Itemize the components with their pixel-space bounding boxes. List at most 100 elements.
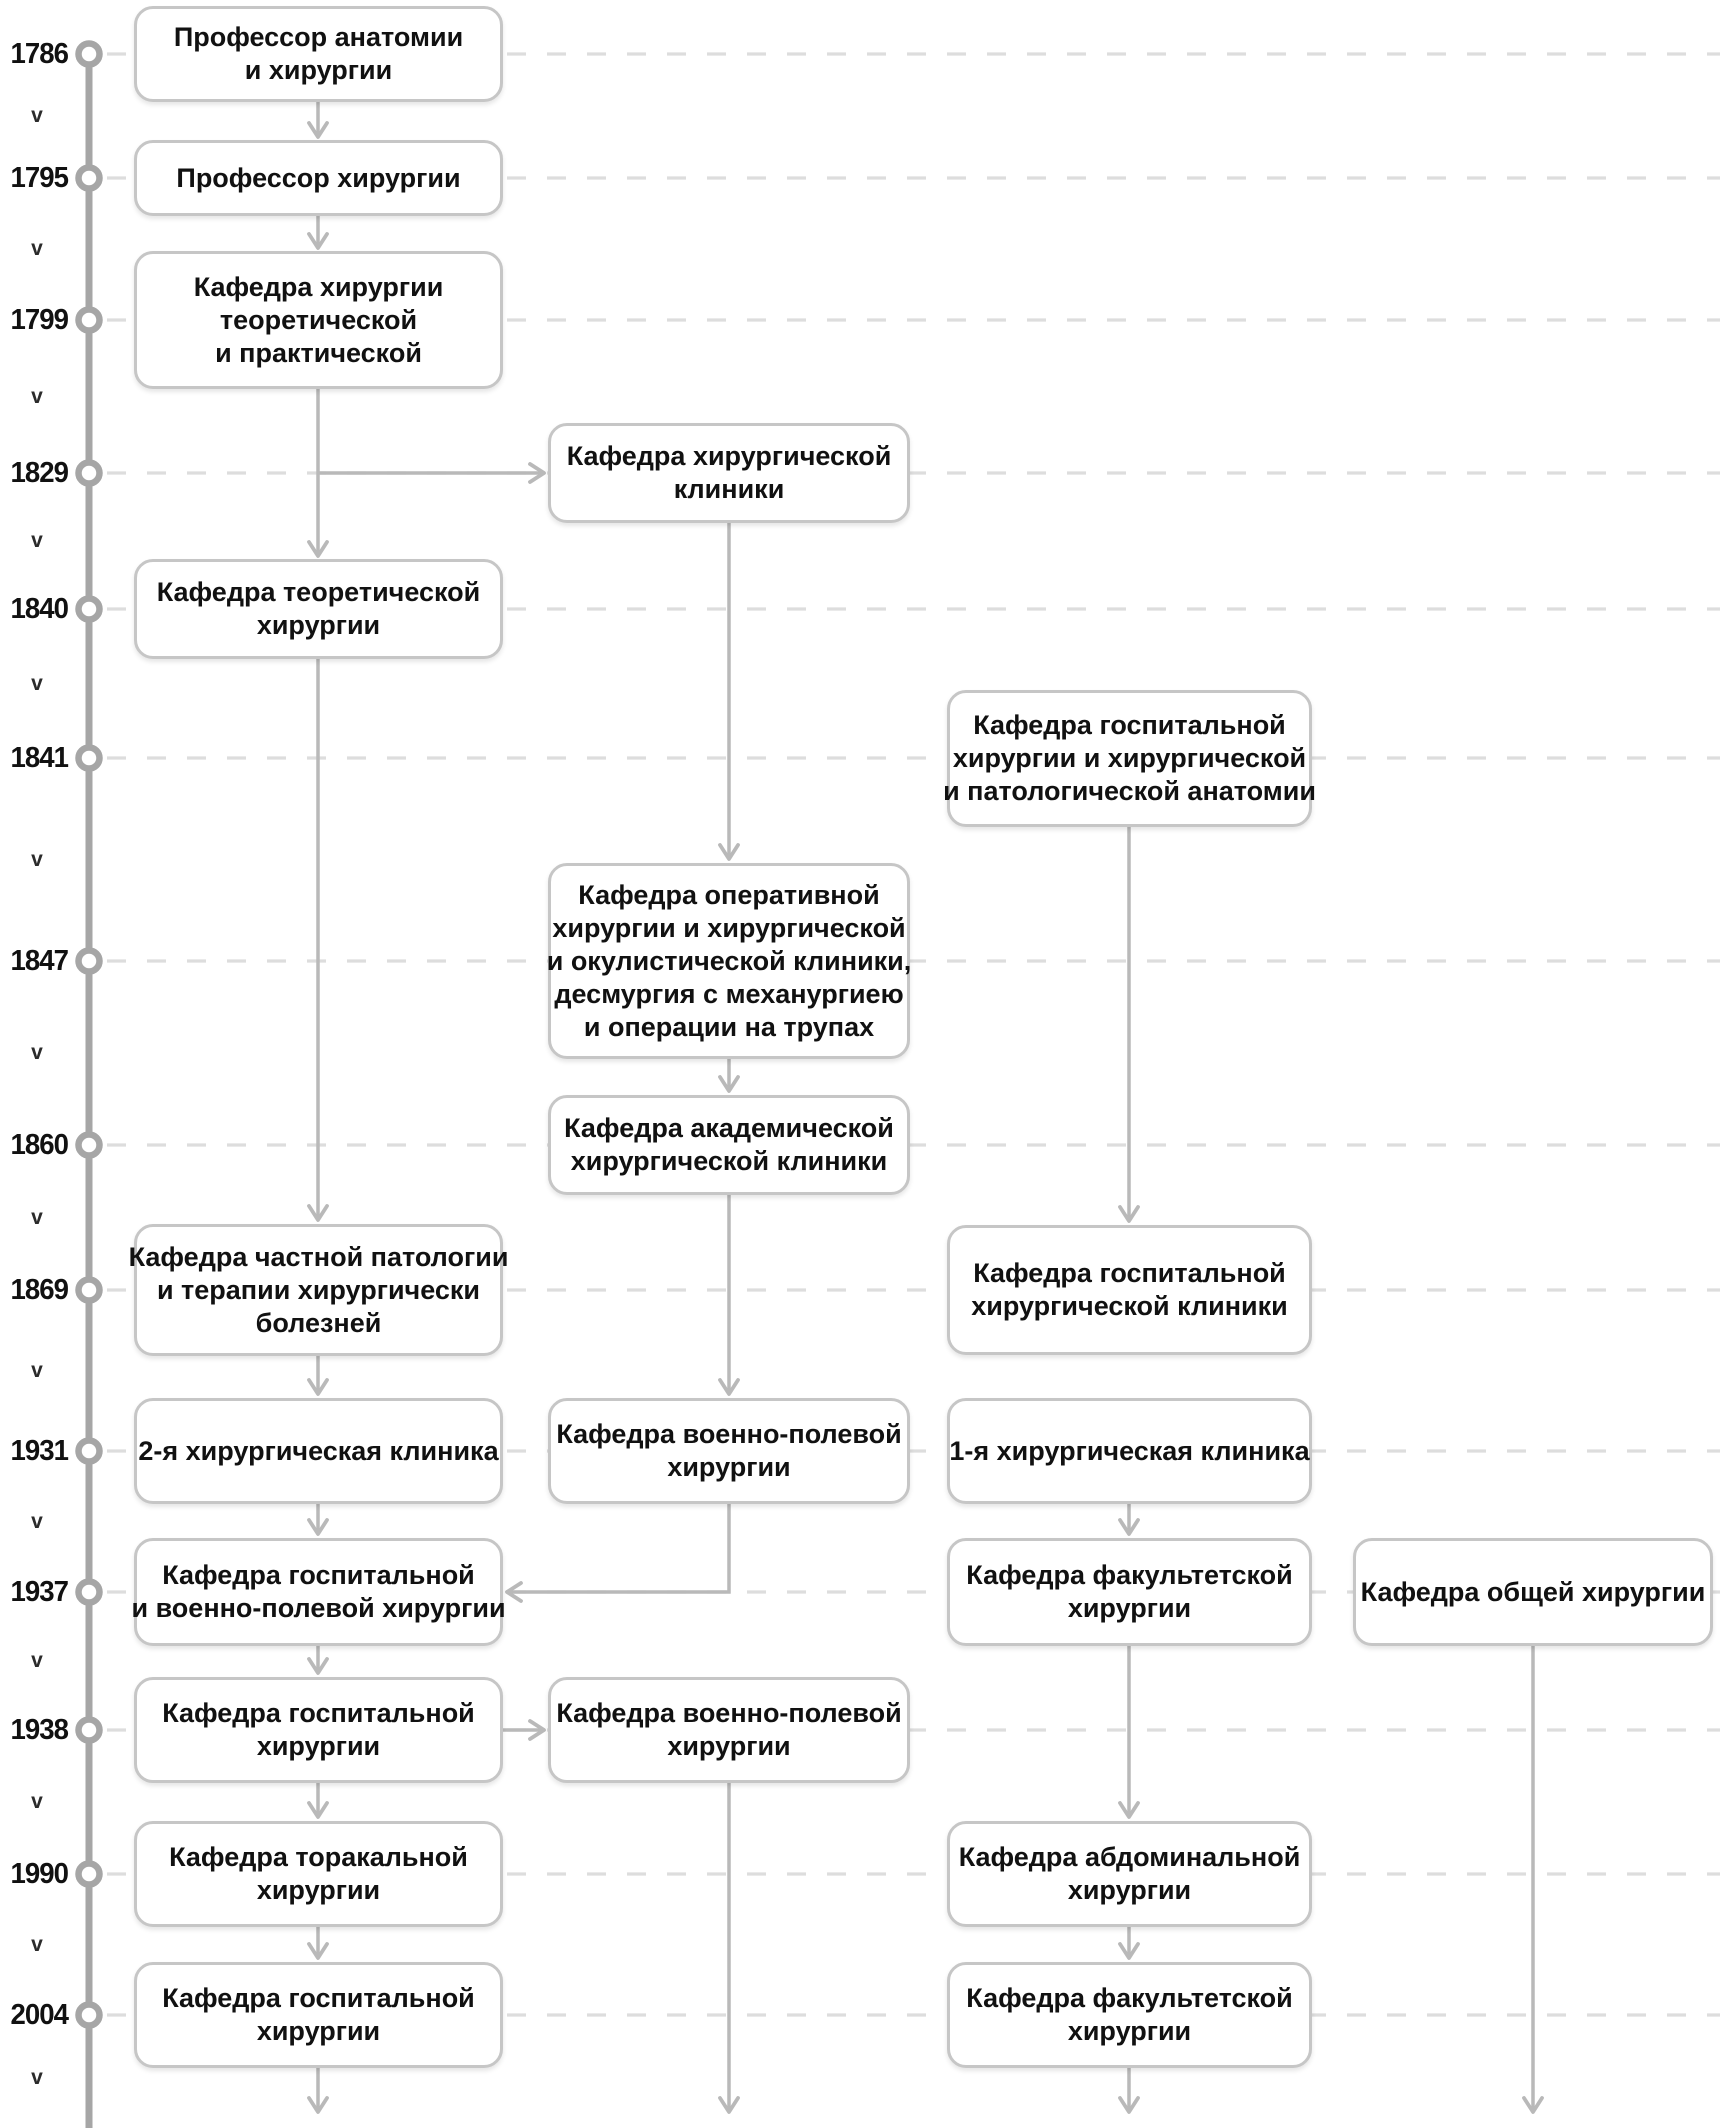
diagram-node-1860-dept-academic-surgical-clinic: Кафедра академической хирургической клини… (548, 1095, 910, 1195)
diagram-node-1931-dept-military-field-surgery: Кафедра военно-полевой хирургии (548, 1398, 910, 1504)
diagram-node-1795-professor-of-surgery: Профессор хирургии (134, 140, 503, 216)
node-label-line: и окулистической клиники, (546, 945, 912, 976)
arrowhead-icon (718, 1075, 740, 1093)
node-label-line: Кафедра академической (564, 1113, 894, 1143)
arrowhead-icon (307, 1942, 329, 1960)
timeline-marker (75, 1276, 103, 1304)
node-label-line: Профессор анатомии (173, 22, 464, 52)
arrowhead-icon (718, 843, 740, 861)
node-label-line: и терапии хирургически (156, 1274, 481, 1305)
year-label-1937: 1937 (10, 1576, 69, 1608)
node-label-line: хирургии (667, 1452, 791, 1482)
node-label-line: хирургии (256, 2016, 381, 2046)
year-label-1840: 1840 (10, 593, 69, 625)
year-label-1860: 1860 (10, 1129, 69, 1161)
diagram-node-1847-dept-operative-surgery: Кафедра оперативной хирургии и хирургичес… (546, 863, 912, 1059)
node-label-line: Кафедра хирургии (193, 271, 444, 302)
node-label-line: Кафедра военно-полевой (556, 1698, 902, 1728)
node-label-line: Кафедра госпитальной (162, 1560, 475, 1590)
timeline-marker (75, 1860, 103, 1888)
arrowhead-icon (718, 1378, 740, 1396)
node-label-line: теоретической (219, 304, 418, 335)
arrowhead-icon (307, 121, 329, 139)
timeline-marker (75, 744, 103, 772)
arrowhead-icon (505, 1581, 523, 1603)
timeline-marker (75, 459, 103, 487)
connector-line (507, 1504, 731, 1594)
timeline-marker (75, 595, 103, 623)
diagram-node-1829-dept-surgical-clinic: Кафедра хирургической клиники (548, 423, 910, 523)
chevron-down-icon: v (31, 237, 43, 260)
node-label-line: Кафедра общей хирургии (1360, 1576, 1706, 1607)
node-label-line: и патологической анатомии (943, 776, 1316, 806)
node-label-line: Кафедра госпитальной (162, 1698, 475, 1728)
chevron-down-icon: v (31, 385, 43, 408)
arrowhead-icon (307, 1657, 329, 1675)
chevron-down-icon: v (31, 104, 43, 127)
year-label-1786: 1786 (10, 38, 69, 70)
node-label-line: хирургии (1067, 1875, 1192, 1905)
year-label-1841: 1841 (10, 742, 69, 774)
arrowhead-icon (718, 2096, 740, 2114)
node-label-line: болезней (255, 1307, 382, 1338)
node-label-line: Кафедра госпитальной (973, 710, 1286, 740)
node-label-line: и военно-полевой хирургии (131, 1593, 506, 1623)
node-label-line: Кафедра оперативной (578, 879, 880, 910)
diagram-node-1937-dept-faculty-surgery: Кафедра факультетской хирургии (947, 1538, 1312, 1646)
arrowhead-icon (1118, 1205, 1140, 1223)
node-label-line: клиники (673, 474, 785, 504)
timeline-marker (75, 1131, 103, 1159)
arrowhead-icon (1118, 1942, 1140, 1960)
diagram-node-1840-dept-theoretical-surgery: Кафедра теоретической хирургии (134, 559, 503, 659)
node-label-line: Кафедра военно-полевой (556, 1419, 902, 1449)
year-label-1829: 1829 (10, 457, 69, 489)
chevron-down-icon: v (31, 848, 43, 871)
arrowhead-icon (307, 232, 329, 250)
node-label-line: и практической (215, 337, 422, 368)
arrowhead-icon (528, 462, 546, 484)
node-label-line: хирургии (256, 1731, 381, 1761)
chevron-down-icon: v (31, 529, 43, 552)
chevron-down-icon: v (31, 2066, 43, 2089)
year-label-1795: 1795 (10, 162, 69, 194)
arrowhead-icon (307, 540, 329, 558)
timeline-marker (75, 164, 103, 192)
node-label-line: Кафедра торакальной (169, 1842, 468, 1872)
diagram-node-1937-dept-general-surgery: Кафедра общей хирургии (1353, 1538, 1713, 1646)
node-label-line: Кафедра абдоминальной (958, 1842, 1301, 1872)
arrowhead-icon (1118, 2096, 1140, 2114)
diagram-node-1938-dept-hospital-surgery: Кафедра госпитальной хирургии (134, 1677, 503, 1783)
arrowhead-icon (528, 1719, 546, 1741)
chevron-down-icon: v (31, 1359, 43, 1382)
node-label-line: Профессор хирургии (176, 162, 461, 193)
year-label-1847: 1847 (10, 945, 69, 977)
chevron-down-icon: v (31, 1649, 43, 1672)
node-label-line: хирургии и хирургической (552, 912, 906, 943)
diagram-node-1990-dept-thoracic-surgery: Кафедра торакальной хирургии (134, 1821, 503, 1927)
node-label-line: Кафедра госпитальной (973, 1258, 1286, 1288)
timeline-marker (75, 1578, 103, 1606)
diagram-node-1869-dept-hospital-surgical-clinic: Кафедра госпитальной хирургической клиник… (947, 1225, 1312, 1355)
year-label-1799: 1799 (10, 304, 69, 336)
diagram-node-1931-2nd-surgical-clinic: 2-я хирургическая клиника (134, 1398, 503, 1504)
diagram-node-1938-dept-military-field-surgery: Кафедра военно-полевой хирургии (548, 1677, 910, 1783)
diagram-node-1786-professor-of-anatomy-and-surgery: Профессор анатомии и хирургии (134, 6, 503, 102)
node-label-line: Кафедра госпитальной (162, 1983, 475, 2013)
timeline-marker (75, 947, 103, 975)
year-label-1938: 1938 (10, 1714, 69, 1746)
arrowhead-icon (307, 1801, 329, 1819)
node-label-line: хирургии (256, 1875, 381, 1905)
arrowhead-icon (307, 1204, 329, 1222)
diagram-node-2004-dept-faculty-surgery: Кафедра факультетской хирургии (947, 1962, 1312, 2068)
node-label-line: Кафедра хирургической (566, 441, 892, 471)
node-label-line: десмургия с механургиею (554, 978, 904, 1009)
diagram-node-1937-dept-hospital-military-field: Кафедра госпитальной и военно-полевой хир… (131, 1538, 506, 1646)
node-label-line: 2-я хирургическая клиника (138, 1435, 499, 1466)
timeline-marker (75, 306, 103, 334)
node-label-line: 1-я хирургическая клиника (949, 1435, 1310, 1466)
chevron-down-icon: v (31, 1206, 43, 1229)
diagram-node-2004-dept-hospital-surgery: Кафедра госпитальной хирургии (134, 1962, 503, 2068)
node-label-line: хирургической клиники (971, 1291, 1288, 1321)
